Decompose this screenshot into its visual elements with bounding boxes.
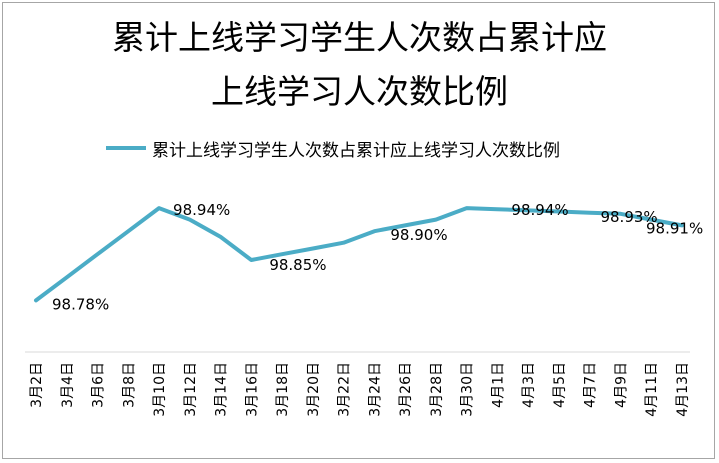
x-tick-label: 3月4日 [60,362,76,408]
x-tick-label: 3月28日 [429,362,445,417]
x-tick-label: 4月9日 [613,362,629,408]
chart-title-line-1: 累计上线学习学生人次数占累计应 [112,18,607,57]
x-tick-label: 3月16日 [244,362,260,417]
x-tick-label: 4月13日 [675,362,691,417]
legend-swatch [106,146,146,150]
x-tick-label: 3月8日 [121,362,137,408]
x-tick-label: 3月14日 [214,362,230,417]
x-tick-label: 3月22日 [337,362,353,417]
x-tick-label: 4月3日 [521,362,537,408]
data-label: 98.85% [269,256,326,274]
data-label: 98.93% [600,208,657,226]
x-tick-label: 3月26日 [398,362,414,417]
x-tick-label: 4月1日 [490,362,506,408]
data-label: 98.94% [511,201,568,219]
x-tick-label: 3月12日 [183,362,199,417]
x-tick-label: 3月30日 [460,362,476,417]
legend-label: 累计上线学习学生人次数占累计应上线学习人次数比例 [152,140,560,161]
data-label: 98.78% [52,295,109,313]
data-label: 98.91% [646,219,703,237]
data-label: 98.94% [173,201,230,219]
chart-title-line-2: 上线学习人次数比例 [211,72,508,111]
x-tick-label: 3月2日 [29,362,45,408]
chart-frame [2,2,715,459]
x-tick-label: 3月24日 [367,362,383,417]
x-tick-label: 3月20日 [306,362,322,417]
x-tick-label: 4月5日 [552,362,568,408]
x-tick-label: 4月7日 [583,362,599,408]
data-label: 98.90% [390,226,447,244]
x-tick-label: 3月6日 [91,362,107,408]
x-tick-label: 4月11日 [644,362,660,417]
x-tick-label: 3月18日 [275,362,291,417]
chart-legend: 累计上线学习学生人次数占累计应上线学习人次数比例 [106,137,560,161]
x-tick-label: 3月10日 [152,362,168,417]
series-line [34,206,684,303]
